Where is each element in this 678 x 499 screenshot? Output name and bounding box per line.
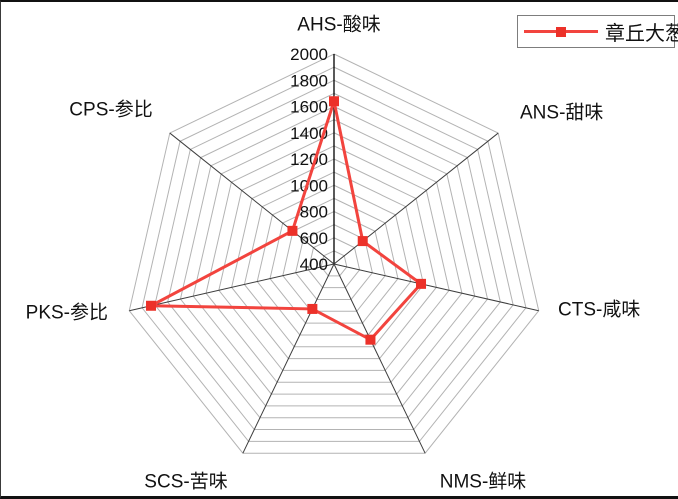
grid-ring <box>218 145 450 371</box>
legend: 章丘大葱 <box>517 15 678 48</box>
axis-spoke <box>129 263 335 312</box>
axis-label-cts: CTS-咸味 <box>558 299 641 321</box>
grid-ring <box>231 158 437 360</box>
data-point-marker <box>357 236 368 247</box>
legend-series-label: 章丘大葱 <box>605 23 678 45</box>
axis-label-scs: SCS-苦味 <box>144 471 228 493</box>
grid-ring <box>282 210 386 312</box>
grid-ring <box>141 66 527 442</box>
axis-label-nms: NMS-鲜味 <box>439 471 527 493</box>
grid-ring <box>128 53 540 454</box>
tick-label: 1400 <box>290 124 328 143</box>
legend-square-marker-icon <box>556 26 566 37</box>
grid-ring <box>179 105 489 407</box>
data-series-line <box>145 95 424 342</box>
axis-label-ahs: AHS-酸味 <box>297 14 381 36</box>
axis-label-ans: ANS-甜味 <box>520 102 604 124</box>
axis-label-pks: PKS-参比 <box>25 302 108 324</box>
data-point-marker <box>287 225 298 236</box>
axis-label-cps: CPS-参比 <box>69 99 153 121</box>
tick-label: 1200 <box>290 150 328 169</box>
tick-label: 800 <box>300 203 328 222</box>
grid-ring <box>167 92 501 419</box>
data-point-marker <box>307 303 318 314</box>
axis-spoke <box>333 263 426 454</box>
grid-ring <box>320 250 348 277</box>
data-point-marker <box>329 96 339 107</box>
data-point-marker <box>365 334 376 345</box>
grid-ring <box>154 79 514 431</box>
legend-marker-icon <box>524 26 598 37</box>
axis-spoke <box>333 263 539 312</box>
data-point-marker <box>146 300 157 311</box>
grid-ring <box>307 237 361 289</box>
grid-ring <box>243 171 425 348</box>
grid-ring <box>256 184 412 336</box>
grid-ring <box>269 197 399 324</box>
tick-label: 1600 <box>290 98 328 117</box>
tick-label: 1800 <box>290 71 328 90</box>
grid-ring <box>192 119 476 395</box>
tick-label: 600 <box>300 229 328 248</box>
data-point-marker <box>416 278 427 289</box>
grid-ring <box>205 132 463 383</box>
axis-spoke <box>242 263 335 454</box>
axis-spoke <box>169 132 335 265</box>
tick-label: 400 <box>300 255 328 274</box>
tick-label: 2000 <box>290 45 328 64</box>
tick-label: 1000 <box>290 176 328 195</box>
